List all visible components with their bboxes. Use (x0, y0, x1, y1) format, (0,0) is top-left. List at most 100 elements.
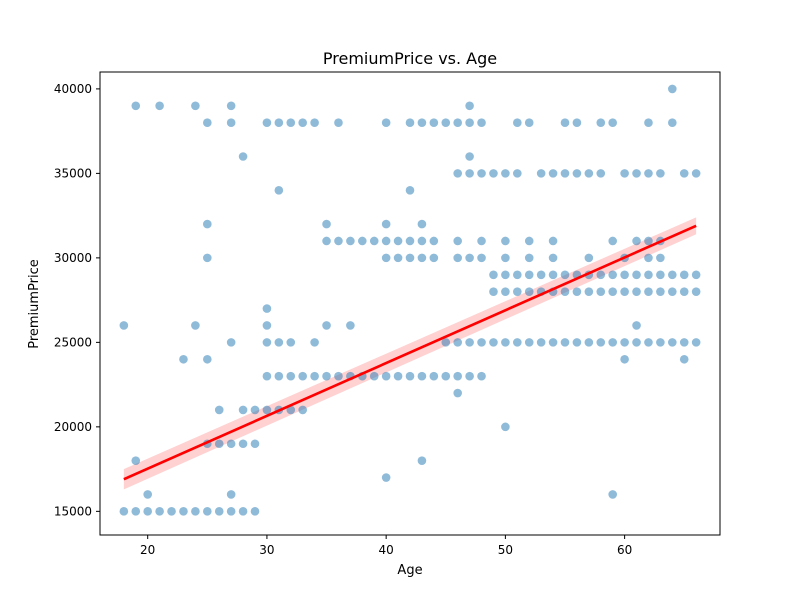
data-point (560, 270, 570, 280)
data-point (596, 287, 606, 296)
data-point (536, 338, 546, 347)
data-point (501, 236, 510, 246)
data-point (548, 338, 558, 347)
data-point (620, 287, 629, 296)
data-point (250, 405, 260, 415)
data-point (596, 118, 606, 127)
data-point (167, 507, 176, 516)
data-point (334, 236, 343, 246)
x-axis-label: Age (397, 563, 422, 578)
data-point (632, 270, 641, 280)
data-point (560, 338, 570, 347)
y-ticks: 15000 20000 25000 30000 35000 40000 (54, 82, 100, 518)
data-point (417, 219, 427, 229)
data-point (274, 118, 284, 127)
data-point (203, 219, 212, 229)
data-point (453, 236, 462, 246)
data-point (238, 405, 248, 415)
data-point (513, 287, 522, 296)
data-point (226, 101, 236, 111)
data-point (644, 338, 653, 347)
data-point (644, 287, 653, 296)
data-point (238, 507, 248, 516)
data-point (429, 236, 439, 246)
data-point (143, 507, 152, 516)
data-point (548, 270, 558, 280)
data-point (524, 338, 534, 347)
data-point (620, 169, 629, 178)
regression-line-layer (123, 224, 697, 481)
data-point (536, 169, 546, 178)
data-point (632, 169, 641, 178)
data-point (405, 185, 415, 195)
x-ticks: 20 30 40 50 60 (140, 535, 632, 557)
data-point (298, 405, 307, 415)
data-point (477, 118, 486, 127)
data-point (381, 118, 391, 127)
data-point (322, 321, 331, 330)
data-point (262, 321, 272, 330)
data-point (524, 236, 534, 246)
data-point (679, 338, 689, 347)
data-point (668, 118, 677, 127)
data-point (644, 270, 653, 280)
data-point (489, 270, 498, 280)
data-point (668, 287, 677, 296)
data-point (679, 169, 689, 178)
data-point (644, 118, 653, 127)
data-point (608, 236, 617, 246)
data-point (656, 270, 665, 280)
data-point (691, 270, 701, 280)
data-point (131, 507, 141, 516)
data-point (679, 287, 689, 296)
data-point (489, 338, 498, 347)
data-point (250, 507, 260, 516)
data-point (477, 253, 486, 263)
data-point (572, 338, 582, 347)
data-point (656, 338, 665, 347)
data-point (238, 152, 248, 161)
data-point (465, 152, 474, 161)
data-point (572, 287, 582, 296)
data-point (596, 169, 606, 178)
y-tick-label: 30000 (54, 251, 92, 265)
data-point (203, 354, 212, 364)
data-point (453, 169, 462, 178)
data-point (286, 338, 296, 347)
data-point (417, 371, 427, 381)
data-point (238, 439, 248, 449)
data-point (298, 118, 307, 127)
y-tick-label: 35000 (54, 166, 92, 180)
regression-line (123, 224, 697, 481)
data-point (310, 371, 319, 381)
data-point (286, 118, 296, 127)
data-point (632, 236, 641, 246)
data-point (274, 371, 284, 381)
data-point (274, 338, 284, 347)
data-point (489, 287, 498, 296)
data-point (644, 236, 653, 246)
data-point (524, 287, 534, 296)
data-point (262, 338, 272, 347)
data-point (536, 270, 546, 280)
data-point (441, 371, 451, 381)
data-point (298, 371, 307, 381)
data-point (691, 287, 701, 296)
data-point (477, 338, 486, 347)
data-point (393, 253, 403, 263)
data-point (453, 118, 462, 127)
data-point (501, 253, 510, 263)
data-point (346, 321, 355, 330)
data-point (143, 490, 152, 499)
data-point (203, 118, 212, 127)
data-point (524, 270, 534, 280)
data-point (548, 236, 558, 246)
data-point (453, 338, 462, 347)
y-tick-label: 15000 (54, 504, 92, 518)
data-point (513, 118, 522, 127)
data-point (560, 287, 570, 296)
data-point (524, 118, 534, 127)
data-point (644, 253, 653, 263)
data-point (501, 422, 510, 432)
